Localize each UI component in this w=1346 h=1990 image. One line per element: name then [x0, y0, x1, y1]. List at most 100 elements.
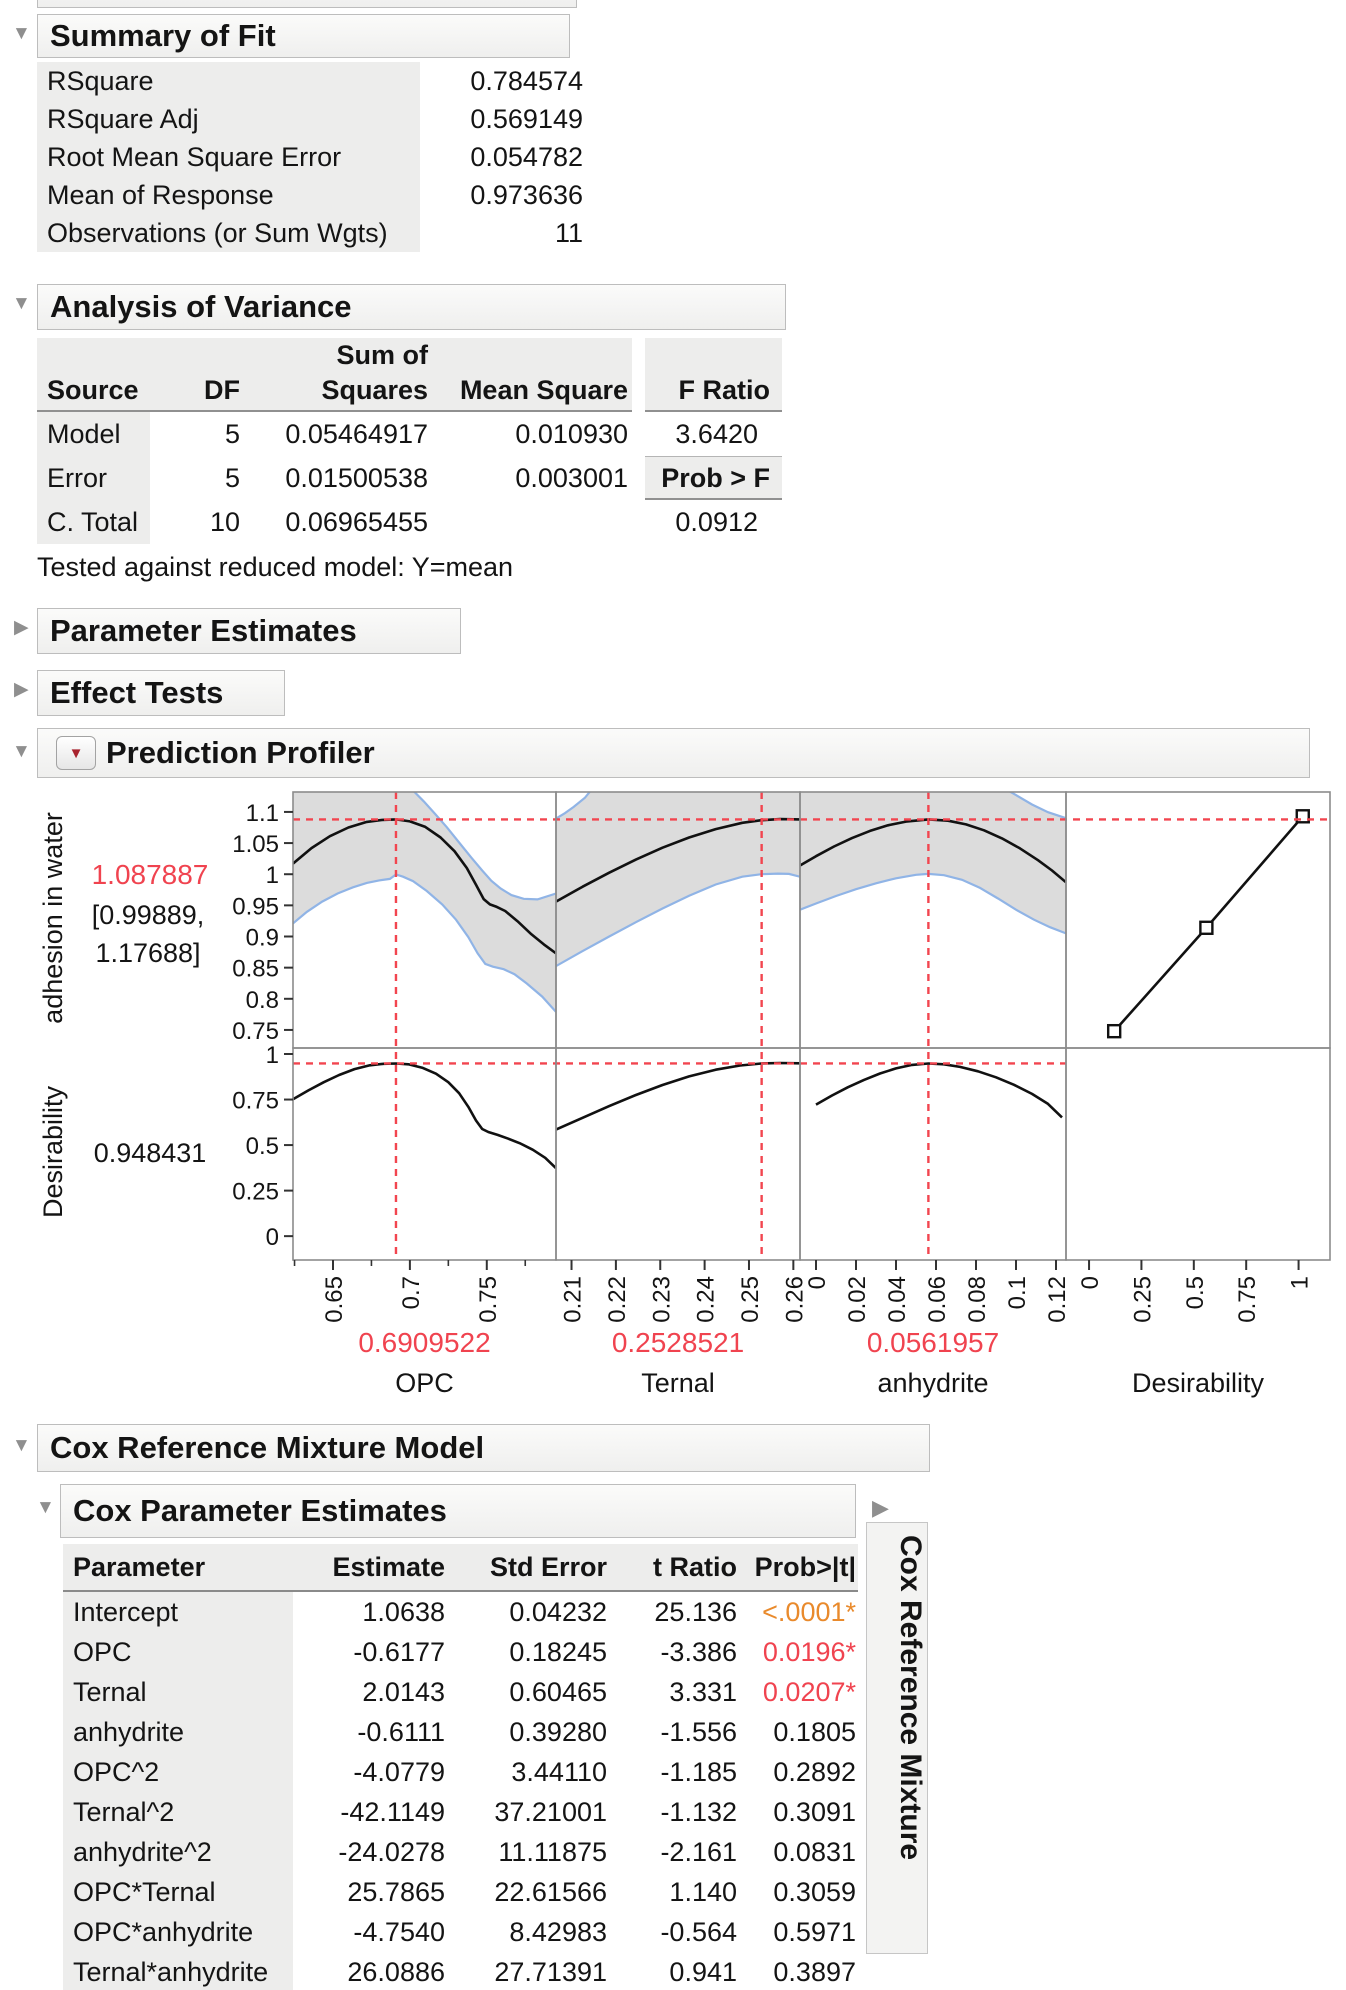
y-tick-label: 1.1 [246, 800, 279, 827]
anova-header[interactable]: Analysis of Variance [37, 284, 786, 330]
table-row: Ternal*anhydrite 26.0886 27.71391 0.941 0.38… [63, 1952, 858, 1990]
cox-reference-mixture-tab[interactable]: Cox Reference Mixture [866, 1522, 928, 1954]
prob-cell: 0.3059 [773, 1877, 856, 1907]
confidence-upper-line [412, 792, 556, 901]
response-ci-low: [0.99889, [92, 900, 205, 930]
section-title: Analysis of Variance [50, 289, 352, 324]
y-tick-label: 0.9 [246, 925, 279, 952]
factor-name-label: anhydrite [877, 1368, 988, 1398]
x-tick-label: 0.04 [884, 1276, 911, 1323]
prediction-curve [800, 818, 1066, 884]
y-tick-label: 1.05 [232, 831, 279, 858]
y-tick-label: 0.95 [232, 893, 279, 920]
anova-footnote: Tested against reduced model: Y=mean [37, 552, 514, 582]
dock-panel-arrow-icon[interactable]: ▶ [872, 1495, 889, 1520]
x-tick-label: 0.1 [1004, 1276, 1031, 1309]
x-tick-label: 1 [1287, 1276, 1314, 1289]
std-error-cell: 11.11875 [498, 1837, 607, 1867]
x-tick-label: 0.22 [604, 1276, 631, 1323]
stat-value: 0.973636 [470, 180, 583, 210]
estimate-cell: 25.7865 [347, 1877, 445, 1907]
table-row: anhydrite^2 -24.0278 11.11875 -2.161 0.0831 [63, 1832, 858, 1872]
estimate-cell: -0.6111 [357, 1717, 445, 1747]
x-tick-label: 0.75 [475, 1276, 502, 1323]
source-cell: Error [37, 456, 150, 500]
section-title: Summary of Fit [50, 18, 276, 53]
t-ratio-cell: 0.941 [669, 1957, 737, 1987]
stat-label: RSquare Adj [37, 100, 420, 138]
column-header: Source [47, 375, 139, 405]
summary-of-fit-header[interactable]: Summary of Fit [37, 14, 570, 58]
prob-f-header: Prob > F [645, 456, 782, 500]
stat-label: Mean of Response [37, 176, 420, 214]
table-row: OPC*anhydrite -4.7540 8.42983 -0.564 0.5971 [63, 1912, 858, 1952]
profiler-panel [1065, 1047, 1331, 1261]
x-tick-label: 0.23 [648, 1276, 675, 1323]
prob-cell: 0.0196* [762, 1637, 856, 1667]
effect-tests-header[interactable]: Effect Tests [37, 670, 285, 716]
factor-current-value: 0.0561957 [867, 1327, 999, 1358]
trace-handle-marker[interactable] [1199, 920, 1214, 935]
disclosure-triangle-icon[interactable]: ▼ [36, 1497, 55, 1518]
t-ratio-cell: -3.386 [660, 1637, 737, 1667]
stat-value: 0.569149 [470, 104, 583, 134]
x-tick-label: 0.21 [560, 1276, 587, 1323]
estimate-cell: 1.0638 [362, 1597, 445, 1627]
y-tick-label: 0.5 [246, 1133, 279, 1160]
y-tick-label: 0.75 [232, 1018, 279, 1045]
prob-cell: 0.5971 [773, 1917, 856, 1947]
column-header: Parameter [73, 1552, 206, 1582]
parameter-estimates-header[interactable]: Parameter Estimates [37, 608, 461, 654]
y-tick-label: 0 [266, 1224, 279, 1251]
column-header: DF [204, 375, 240, 405]
x-tick-label: 0.75 [1234, 1276, 1261, 1323]
parameter-cell: Ternal^2 [63, 1792, 293, 1832]
stat-label: RSquare [37, 62, 420, 100]
trace-handle-marker[interactable] [1106, 1023, 1122, 1039]
response-predicted-value: 1.087887 [92, 859, 209, 890]
ss-cell: 0.01500538 [285, 463, 428, 493]
disclosure-triangle-icon[interactable]: ▶ [14, 679, 29, 700]
t-ratio-cell: -1.556 [660, 1717, 737, 1747]
prob-cell: 0.1805 [773, 1717, 856, 1747]
std-error-cell: 3.44110 [511, 1757, 607, 1787]
parameter-cell: anhydrite^2 [63, 1832, 293, 1872]
disclosure-triangle-icon[interactable]: ▶ [14, 617, 29, 638]
disclosure-triangle-icon[interactable]: ▼ [12, 741, 31, 762]
anova-fratio-header: F Ratio [645, 338, 782, 412]
y-tick-label: 0.8 [246, 987, 279, 1014]
t-ratio-cell: -1.185 [660, 1757, 737, 1787]
std-error-cell: 22.61566 [494, 1877, 607, 1907]
cox-estimates-header[interactable]: Cox Parameter Estimates [60, 1484, 856, 1538]
x-tick-label: 0.65 [321, 1276, 348, 1323]
table-row: anhydrite -0.6111 0.39280 -1.556 0.1805 [63, 1712, 858, 1752]
red-triangle-menu-icon[interactable]: ▼ [56, 736, 96, 770]
desirability-curve [815, 1062, 1063, 1119]
prob-cell: 0.0207* [762, 1677, 856, 1707]
x-tick-label: 0.12 [1044, 1276, 1071, 1323]
std-error-cell: 37.21001 [494, 1797, 607, 1827]
column-header: F Ratio [678, 375, 771, 405]
x-tick-label: 0.08 [964, 1276, 991, 1323]
cox-model-header[interactable]: Cox Reference Mixture Model [37, 1424, 930, 1472]
x-tick-label: 0.7 [398, 1276, 425, 1309]
x-tick-label: 0.26 [781, 1276, 808, 1323]
estimate-cell: -4.7540 [353, 1917, 445, 1947]
prob-cell: 0.2892 [773, 1757, 856, 1787]
disclosure-triangle-icon[interactable]: ▼ [12, 23, 31, 44]
desirability-curve [293, 1062, 556, 1170]
x-tick-label: 0.02 [844, 1276, 871, 1323]
section-title: Cox Parameter Estimates [73, 1493, 447, 1528]
disclosure-triangle-icon[interactable]: ▼ [12, 1435, 31, 1456]
stat-value: 11 [554, 218, 583, 248]
confidence-band [556, 792, 800, 967]
desirability-curve [556, 1061, 800, 1131]
disclosure-triangle-icon[interactable]: ▼ [12, 293, 31, 314]
response-ci-high: 1.17688] [95, 938, 200, 968]
t-ratio-cell: -0.564 [660, 1917, 737, 1947]
confidence-lower-line [800, 872, 1066, 935]
prediction-profiler-header[interactable]: ▼ Prediction Profiler [37, 728, 1310, 778]
prediction-curve [293, 818, 556, 955]
t-ratio-cell: 25.136 [654, 1597, 737, 1627]
table-row: Root Mean Square Error 0.054782 [37, 138, 583, 176]
